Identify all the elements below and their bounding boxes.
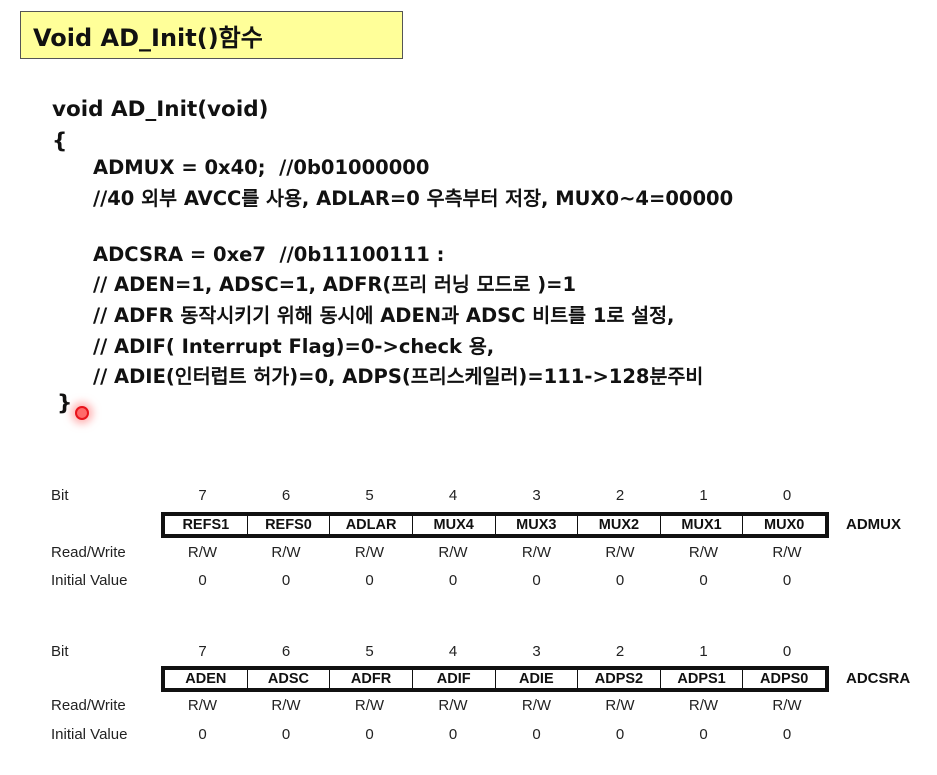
initial-value-cell: 0	[198, 572, 207, 589]
bit-number: 2	[615, 643, 625, 660]
register-field: ADPS1	[661, 670, 744, 688]
code-line: ADCSRA = 0xe7 //0b11100111 :	[93, 243, 445, 266]
register-field: ADEN	[165, 670, 248, 688]
read-write-cell: R/W	[187, 697, 218, 714]
code-line: // ADEN=1, ADSC=1, ADFR(프리 러닝 모드로 )=1	[93, 273, 577, 296]
bit-number: 4	[448, 643, 458, 660]
register-field: MUX2	[578, 516, 661, 534]
read-write-cell: R/W	[354, 544, 385, 561]
initial-value-cell: 0	[281, 726, 291, 743]
initial-value-cell: 0	[615, 572, 625, 589]
slide-title: Void AD_Init()함수	[33, 23, 263, 52]
bit-number: 1	[699, 643, 708, 660]
read-write-cell: R/W	[772, 697, 802, 714]
register-name: ADCSRA	[846, 670, 911, 687]
initial-value-cell: 0	[699, 726, 708, 743]
register-field: ADFR	[330, 670, 413, 688]
register-field: MUX0	[764, 517, 805, 533]
bit-row-label: Bit	[51, 487, 69, 504]
read-write-cell: R/W	[772, 544, 802, 561]
register-field: ADPS2	[578, 670, 661, 688]
code-close-brace: }	[57, 391, 73, 416]
initial-value-cell: 0	[532, 726, 541, 743]
read-write-cell: R/W	[688, 544, 719, 561]
code-line: // ADFR 동작시키기 위해 동시에 ADEN과 ADSC 비트를 1로 설…	[93, 304, 675, 327]
bit-number: 0	[782, 487, 792, 504]
bit-row-label: Bit	[51, 643, 69, 660]
register-field: REFS0	[248, 516, 331, 534]
read-write-cell: R/W	[271, 697, 301, 714]
initial-value-cell: 0	[448, 726, 458, 743]
initial-value-cell: 0	[448, 572, 458, 589]
register-field: MUX4	[413, 516, 496, 534]
initial-value-cell: 0	[365, 726, 374, 743]
register-field: ADLAR	[330, 516, 413, 534]
bit-number: 1	[699, 487, 708, 504]
register-field: ADIF	[413, 670, 496, 688]
read-write-cell: R/W	[438, 697, 468, 714]
register-field: REFS1	[165, 516, 248, 534]
bit-number: 5	[365, 643, 374, 660]
register-bit-fields: REFS1 REFS0 ADLAR MUX4 MUX3 MUX2 MUX1 MUX0	[161, 512, 829, 538]
bit-number: 7	[198, 643, 207, 660]
read-write-cell: R/W	[605, 544, 635, 561]
code-line: // ADIF( Interrupt Flag)=0->check 용,	[93, 335, 495, 358]
read-write-cell: R/W	[605, 697, 635, 714]
register-name: ADMUX	[846, 516, 901, 533]
bit-number: 2	[615, 487, 625, 504]
read-write-cell: R/W	[354, 697, 385, 714]
bit-number: 3	[532, 487, 541, 504]
code-signature: void AD_Init(void)	[52, 97, 269, 122]
register-field: MUX1	[661, 516, 744, 534]
bit-number: 7	[198, 487, 207, 504]
read-write-cell: R/W	[271, 544, 301, 561]
read-write-cell: R/W	[688, 697, 719, 714]
slide-title-box: Void AD_Init()함수	[20, 11, 403, 59]
register-bit-fields: ADEN ADSC ADFR ADIF ADIE ADPS2 ADPS1 ADPS0	[161, 666, 829, 692]
initial-value-cell: 0	[198, 726, 207, 743]
initial-value-cell: 0	[532, 572, 541, 589]
initial-value-cell: 0	[782, 572, 792, 589]
initial-value-cell: 0	[782, 726, 792, 743]
initial-value-cell: 0	[281, 572, 291, 589]
read-write-cell: R/W	[521, 697, 552, 714]
bit-number: 5	[365, 487, 374, 504]
bit-number: 3	[532, 643, 541, 660]
initial-value-cell: 0	[615, 726, 625, 743]
pointer-dot-icon	[75, 406, 89, 420]
code-line: //40 외부 AVCC를 사용, ADLAR=0 우측부터 저장, MUX0~…	[93, 187, 734, 210]
initial-value-cell: 0	[699, 572, 708, 589]
code-line: // ADIE(인터럽트 허가)=0, ADPS(프리스케일러)=111->12…	[93, 365, 704, 388]
read-write-cell: R/W	[521, 544, 552, 561]
read-write-cell: R/W	[438, 544, 468, 561]
initial-value-cell: 0	[365, 572, 374, 589]
read-write-cell: R/W	[187, 544, 218, 561]
register-field: ADIE	[496, 670, 579, 688]
code-line: ADMUX = 0x40; //0b01000000	[93, 156, 430, 179]
read-write-row-label: Read/Write	[51, 697, 126, 714]
register-field: ADSC	[248, 670, 331, 688]
bit-number: 6	[281, 643, 291, 660]
bit-number: 6	[281, 487, 291, 504]
initial-value-row-label: Initial Value	[51, 726, 128, 743]
code-open-brace: {	[52, 129, 68, 154]
bit-number: 0	[782, 643, 792, 660]
bit-number: 4	[448, 487, 458, 504]
initial-value-row-label: Initial Value	[51, 572, 128, 589]
register-field: MUX3	[496, 516, 579, 534]
read-write-row-label: Read/Write	[51, 544, 126, 561]
register-field: ADPS0	[760, 671, 809, 687]
